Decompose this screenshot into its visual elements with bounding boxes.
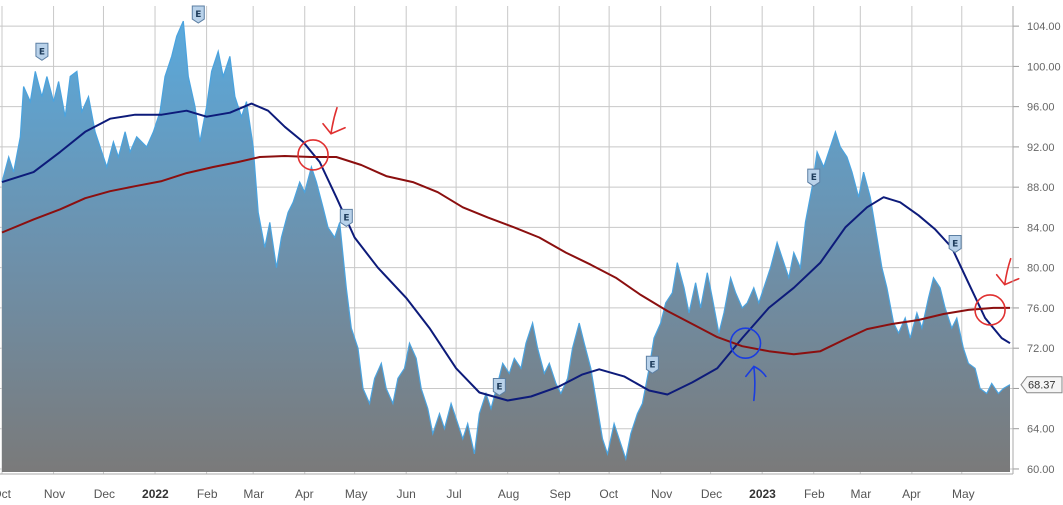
last-price-badge [1020,376,1063,394]
earnings-marker-badge [948,235,962,254]
x-tick-label: Dec [94,487,115,501]
earnings-marker[interactable]: E [339,208,353,227]
x-tick-label: Jun [396,487,415,501]
x-tick-label: Feb [197,487,218,501]
x-tick-label: May [345,487,368,501]
y-tick-label: 100.00 [1027,61,1061,73]
x-tick-label: Nov [651,487,672,501]
x-tick-label: Feb [804,487,825,501]
annotation-circle [974,294,1006,326]
x-tick-label: Oct [599,487,618,501]
y-tick-label: 88.00 [1027,182,1055,194]
x-tick-label: Oct [0,487,12,501]
earnings-marker-label: E [649,360,655,370]
earnings-markers-layer: E E E E E E E [35,5,962,397]
y-tick-label: 60.00 [1027,464,1055,476]
x-tick-label: Apr [295,487,314,501]
annotation-arrow-down [322,106,346,135]
short-moving-average-line [1,102,1011,402]
earnings-marker-label: E [496,382,502,392]
earnings-marker-badge [492,377,506,397]
x-tick-label: May [952,487,975,501]
earnings-marker-label: E [195,10,201,20]
last-price-label: 68.37 [1028,380,1056,392]
annotation-circle [297,139,329,171]
earnings-marker-badge [645,355,659,374]
earnings-marker[interactable]: E [948,235,962,254]
x-tick-label: Mar [851,487,872,501]
x-tick-label: 2022 [142,487,169,501]
price-line [1,20,1011,462]
moving-average-layer [1,102,1011,402]
x-tick-label: Mar [243,487,264,501]
y-tick-label: 76.00 [1027,303,1055,315]
x-tick-label: Apr [902,487,921,501]
x-tick-label: Nov [44,487,65,501]
long-moving-average-line [1,155,1010,356]
y-tick-label: 96.00 [1027,102,1055,114]
earnings-marker[interactable]: E [35,42,49,61]
earnings-marker-badge [339,208,353,227]
earnings-marker[interactable]: E [191,5,205,24]
x-tick-label: 2023 [749,487,776,501]
x-axis: Oct Nov Dec 2022 Feb Mar Apr May Jun Jul Aug Sep Oct… [0,473,1013,501]
earnings-marker-label: E [343,213,349,223]
price-area-fill [2,21,1010,472]
y-tick-label: 80.00 [1027,263,1055,275]
earnings-marker-label: E [39,47,45,57]
x-tick-label: Jul [446,487,461,501]
annotation-circle [729,327,762,359]
earnings-marker-badge [807,168,821,187]
y-tick-label: 64.00 [1027,424,1055,436]
x-tick-label: Dec [701,487,722,501]
earnings-marker-label: E [952,240,958,250]
y-tick-label: 92.00 [1027,142,1055,154]
earnings-marker[interactable]: E [492,377,506,397]
annotations-layer [297,106,1020,402]
earnings-marker[interactable]: E [645,355,659,374]
y-tick-label: 84.00 [1027,222,1055,234]
price-area-layer [1,20,1011,472]
x-tick-label: Aug [498,487,519,501]
earnings-marker-badge [35,42,49,61]
annotation-arrow-up [745,365,767,402]
earnings-marker-label: E [811,173,817,183]
annotation-arrow-down [995,257,1020,286]
earnings-marker[interactable]: E [807,168,821,187]
y-axis: 60.0064.0068.0072.0076.0080.0084.0088.00… [1012,6,1063,476]
y-tick-label: 72.00 [1027,343,1055,355]
earnings-marker-badge [191,5,205,24]
y-tick-label: 104.00 [1027,21,1061,33]
x-tick-label: Sep [549,487,571,501]
